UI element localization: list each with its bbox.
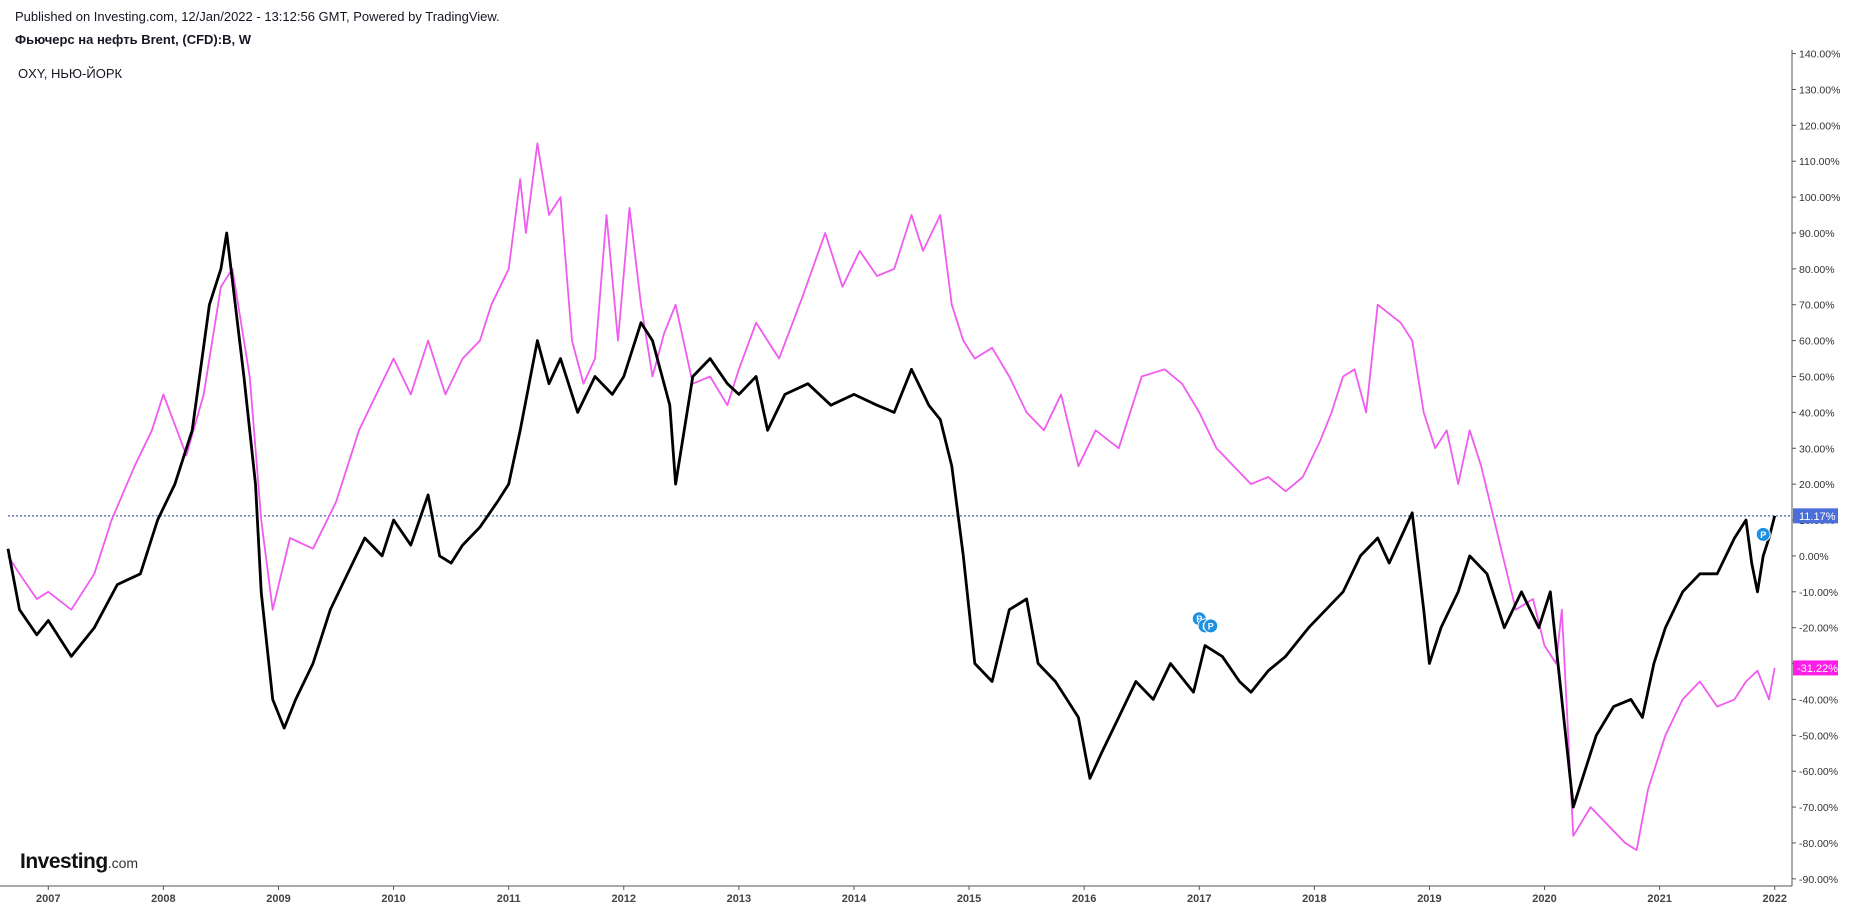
logo-brand: Investing bbox=[20, 850, 108, 873]
time-axis-label: 2010 bbox=[381, 893, 405, 905]
event-marker-icon bbox=[1203, 618, 1219, 634]
price-axis-label: 0.00% bbox=[1799, 551, 1829, 563]
time-axis-label: 2016 bbox=[1072, 893, 1096, 905]
event-marker-label: P bbox=[1208, 621, 1214, 631]
time-axis-label: 2012 bbox=[612, 893, 636, 905]
price-axis-label: -90.00% bbox=[1799, 874, 1838, 886]
main-symbol-title: Фьючерс на нефть Brent, (CFD):B, W bbox=[15, 32, 251, 47]
published-caption: Published on Investing.com, 12/Jan/2022 … bbox=[15, 9, 500, 24]
time-axis-label: 2021 bbox=[1647, 893, 1671, 905]
price-axis-label: -60.00% bbox=[1799, 766, 1838, 778]
time-axis-label: 2022 bbox=[1762, 893, 1786, 905]
oxy-last-value-badge: -31.22% bbox=[1793, 660, 1838, 676]
price-axis-label: -50.00% bbox=[1799, 730, 1838, 742]
price-axis-label: 80.00% bbox=[1799, 264, 1835, 276]
time-axis-label: 2017 bbox=[1187, 893, 1211, 905]
event-marker[interactable]: P bbox=[1203, 618, 1219, 634]
time-axis-label: 2014 bbox=[842, 893, 867, 905]
price-axis-label: 40.00% bbox=[1799, 407, 1835, 419]
price-axis-label: 30.00% bbox=[1799, 443, 1835, 455]
price-axis-label: 60.00% bbox=[1799, 336, 1835, 348]
price-axis[interactable]: 140.00% 130.00% 120.00% 110.00% 100.00% 90.00… bbox=[1792, 49, 1840, 886]
price-axis-label: 100.00% bbox=[1799, 192, 1840, 204]
time-axis-label: 2020 bbox=[1532, 893, 1556, 905]
price-axis-label: 50.00% bbox=[1799, 372, 1835, 384]
comparison-symbol-label: OXY, НЬЮ-ЙОРК bbox=[18, 66, 123, 81]
price-axis-label: 140.00% bbox=[1799, 49, 1840, 61]
time-axis-label: 2013 bbox=[727, 893, 751, 905]
event-marker-label: P bbox=[1196, 614, 1202, 624]
event-marker-icon bbox=[1755, 526, 1771, 542]
brent-last-value-badge: 11.17% bbox=[1793, 508, 1838, 524]
price-axis-label: 130.00% bbox=[1799, 84, 1840, 96]
brent-last-value: 11.17% bbox=[1799, 511, 1836, 523]
time-axis-label: 2019 bbox=[1417, 893, 1441, 905]
oxy-series-line bbox=[7, 142, 1776, 851]
time-axis-label: 2011 bbox=[497, 893, 521, 905]
time-axis[interactable]: 2007 2008 2009 2010 2011 2012 2013 2014 2015 2016… bbox=[36, 886, 1787, 905]
logo-suffix: .com bbox=[107, 855, 139, 871]
event-marker-label: P bbox=[1760, 530, 1766, 540]
price-axis-label: 90.00% bbox=[1799, 228, 1835, 240]
time-axis-label: 2008 bbox=[151, 893, 175, 905]
price-axis-label: -80.00% bbox=[1799, 838, 1838, 850]
time-axis-label: 2007 bbox=[36, 893, 60, 905]
price-axis-label: 70.00% bbox=[1799, 300, 1835, 312]
price-axis-label: 20.00% bbox=[1799, 479, 1835, 491]
oxy-last-value: -31.22% bbox=[1797, 663, 1838, 675]
event-markers[interactable]: PFPP bbox=[1191, 526, 1771, 634]
investing-logo: Investing.com bbox=[20, 850, 138, 874]
price-axis-label: 120.00% bbox=[1799, 120, 1840, 132]
price-axis-label: -70.00% bbox=[1799, 802, 1838, 814]
event-marker[interactable]: P bbox=[1755, 526, 1771, 542]
price-axis-label: 110.00% bbox=[1799, 156, 1840, 168]
price-axis-label: -20.00% bbox=[1799, 623, 1838, 635]
price-axis-label: -10.00% bbox=[1799, 587, 1838, 599]
time-axis-label: 2015 bbox=[957, 893, 981, 905]
brent-series-line bbox=[6, 231, 1777, 809]
time-axis-label: 2018 bbox=[1302, 893, 1326, 905]
time-axis-label: 2009 bbox=[266, 893, 290, 905]
price-axis-label: -40.00% bbox=[1799, 694, 1838, 706]
